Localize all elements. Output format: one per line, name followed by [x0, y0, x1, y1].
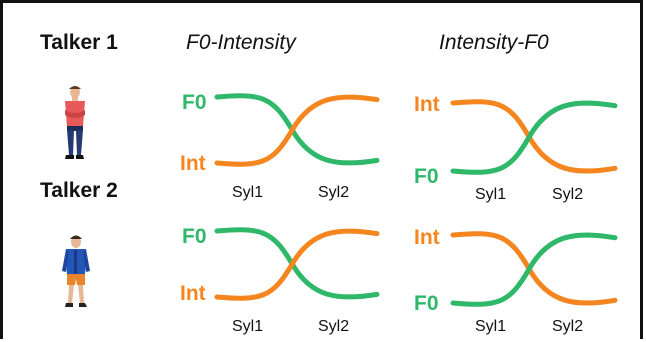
diagram-canvas: Talker 1 Talker 2 F0-Intensity Intensity… — [40, 31, 618, 335]
condition-2-title: Intensity-F0 — [439, 31, 549, 54]
panel-3-f0-curve — [214, 227, 380, 300]
panel-2-low-label: F0 — [414, 165, 439, 188]
panel-4-f0-curve — [450, 232, 618, 307]
condition-1-title: F0-Intensity — [186, 31, 297, 54]
panel-3-low-label: Int — [180, 282, 206, 305]
panel-3-intensity-curve — [214, 228, 380, 301]
panel-4-intensity-curve — [450, 231, 618, 306]
panel-2-syl2: Syl2 — [552, 186, 583, 203]
panel-1-high-label: F0 — [182, 91, 207, 114]
panel-4-syl2: Syl2 — [552, 318, 583, 335]
panel-1-syl2: Syl2 — [318, 184, 349, 201]
panel-1-intensity-curve — [214, 94, 380, 167]
panel-1-syl1: Syl1 — [232, 184, 263, 201]
talker-2-label: Talker 2 — [40, 179, 118, 202]
panel-3-high-label: F0 — [182, 225, 207, 248]
panel-3-syl1: Syl1 — [232, 318, 263, 335]
talker-1-label: Talker 1 — [40, 31, 118, 54]
panel-2-intensity-curve — [450, 99, 618, 174]
panel-4-low-label: F0 — [414, 292, 439, 315]
panel-3-syl2: Syl2 — [318, 318, 349, 335]
panel-4-high-label: Int — [414, 226, 440, 249]
panel-2-syl1: Syl1 — [475, 186, 506, 203]
panel-2-high-label: Int — [414, 93, 440, 116]
talker-2-figure-icon — [62, 235, 90, 307]
panel-1-low-label: Int — [180, 152, 206, 175]
panel-1-f0-curve — [214, 93, 380, 166]
panel-4-syl1: Syl1 — [475, 318, 506, 335]
curve-layer — [214, 93, 618, 307]
panel-2-f0-curve — [450, 100, 618, 175]
talker-1-figure-icon — [65, 86, 85, 159]
